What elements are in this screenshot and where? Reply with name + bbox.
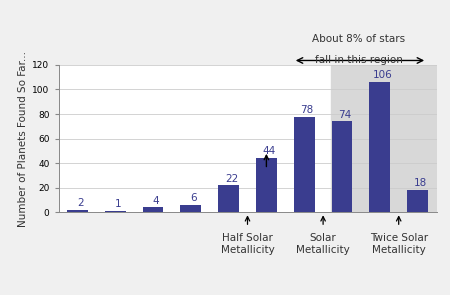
Bar (407, 190, 428, 212)
Text: 6: 6 (190, 193, 197, 203)
Text: 78: 78 (301, 105, 314, 115)
Text: Twice Solar
Metallicity: Twice Solar Metallicity (369, 233, 428, 255)
Bar (218, 185, 239, 212)
Bar (331, 65, 440, 212)
Bar (294, 117, 315, 212)
Text: 4: 4 (153, 196, 159, 206)
Text: About 8% of stars: About 8% of stars (312, 34, 405, 44)
Bar (369, 82, 390, 212)
Bar (256, 158, 277, 212)
Text: 106: 106 (373, 70, 393, 80)
Text: Solar
Metallicity: Solar Metallicity (296, 233, 350, 255)
Text: 2: 2 (77, 198, 84, 208)
Bar (105, 211, 126, 212)
Text: fall in this region: fall in this region (315, 55, 403, 65)
Bar (143, 207, 163, 212)
Bar (67, 210, 88, 212)
Y-axis label: Number of Planets Found So Far...: Number of Planets Found So Far... (18, 51, 28, 227)
Text: 44: 44 (263, 147, 276, 156)
Text: 18: 18 (414, 178, 427, 189)
Bar (180, 205, 201, 212)
Text: 74: 74 (338, 110, 351, 119)
Text: Half Solar
Metallicity: Half Solar Metallicity (220, 233, 274, 255)
Text: 1: 1 (115, 199, 122, 209)
Text: 22: 22 (225, 173, 238, 183)
Bar (332, 122, 352, 212)
